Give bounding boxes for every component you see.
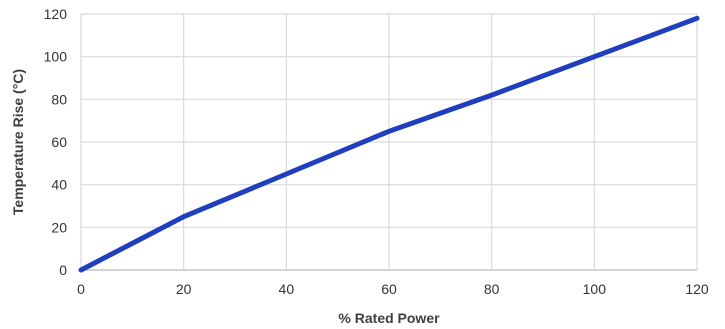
- tick-labels: 0 20 40 60 80 100 120 0 20 40 60 80 100 120: [44, 6, 709, 297]
- y-tick-label: 40: [51, 177, 67, 193]
- y-tick-label: 20: [51, 219, 67, 235]
- y-axis-title: Temperature Rise (°C): [10, 69, 26, 215]
- x-tick-label: 0: [77, 281, 85, 297]
- x-tick-label: 80: [484, 281, 500, 297]
- x-tick-label: 20: [176, 281, 192, 297]
- y-tick-label: 0: [59, 262, 67, 278]
- y-tick-label: 100: [44, 49, 68, 65]
- x-axis-title: % Rated Power: [338, 310, 440, 326]
- series-line: [78, 15, 700, 273]
- y-tick-label: 60: [51, 134, 67, 150]
- x-tick-label: 120: [685, 281, 709, 297]
- y-tick-label: 120: [44, 6, 68, 22]
- x-tick-label: 60: [381, 281, 397, 297]
- x-tick-label: 40: [279, 281, 295, 297]
- x-tick-label: 100: [583, 281, 607, 297]
- series-layer: [78, 15, 700, 273]
- y-tick-label: 80: [51, 91, 67, 107]
